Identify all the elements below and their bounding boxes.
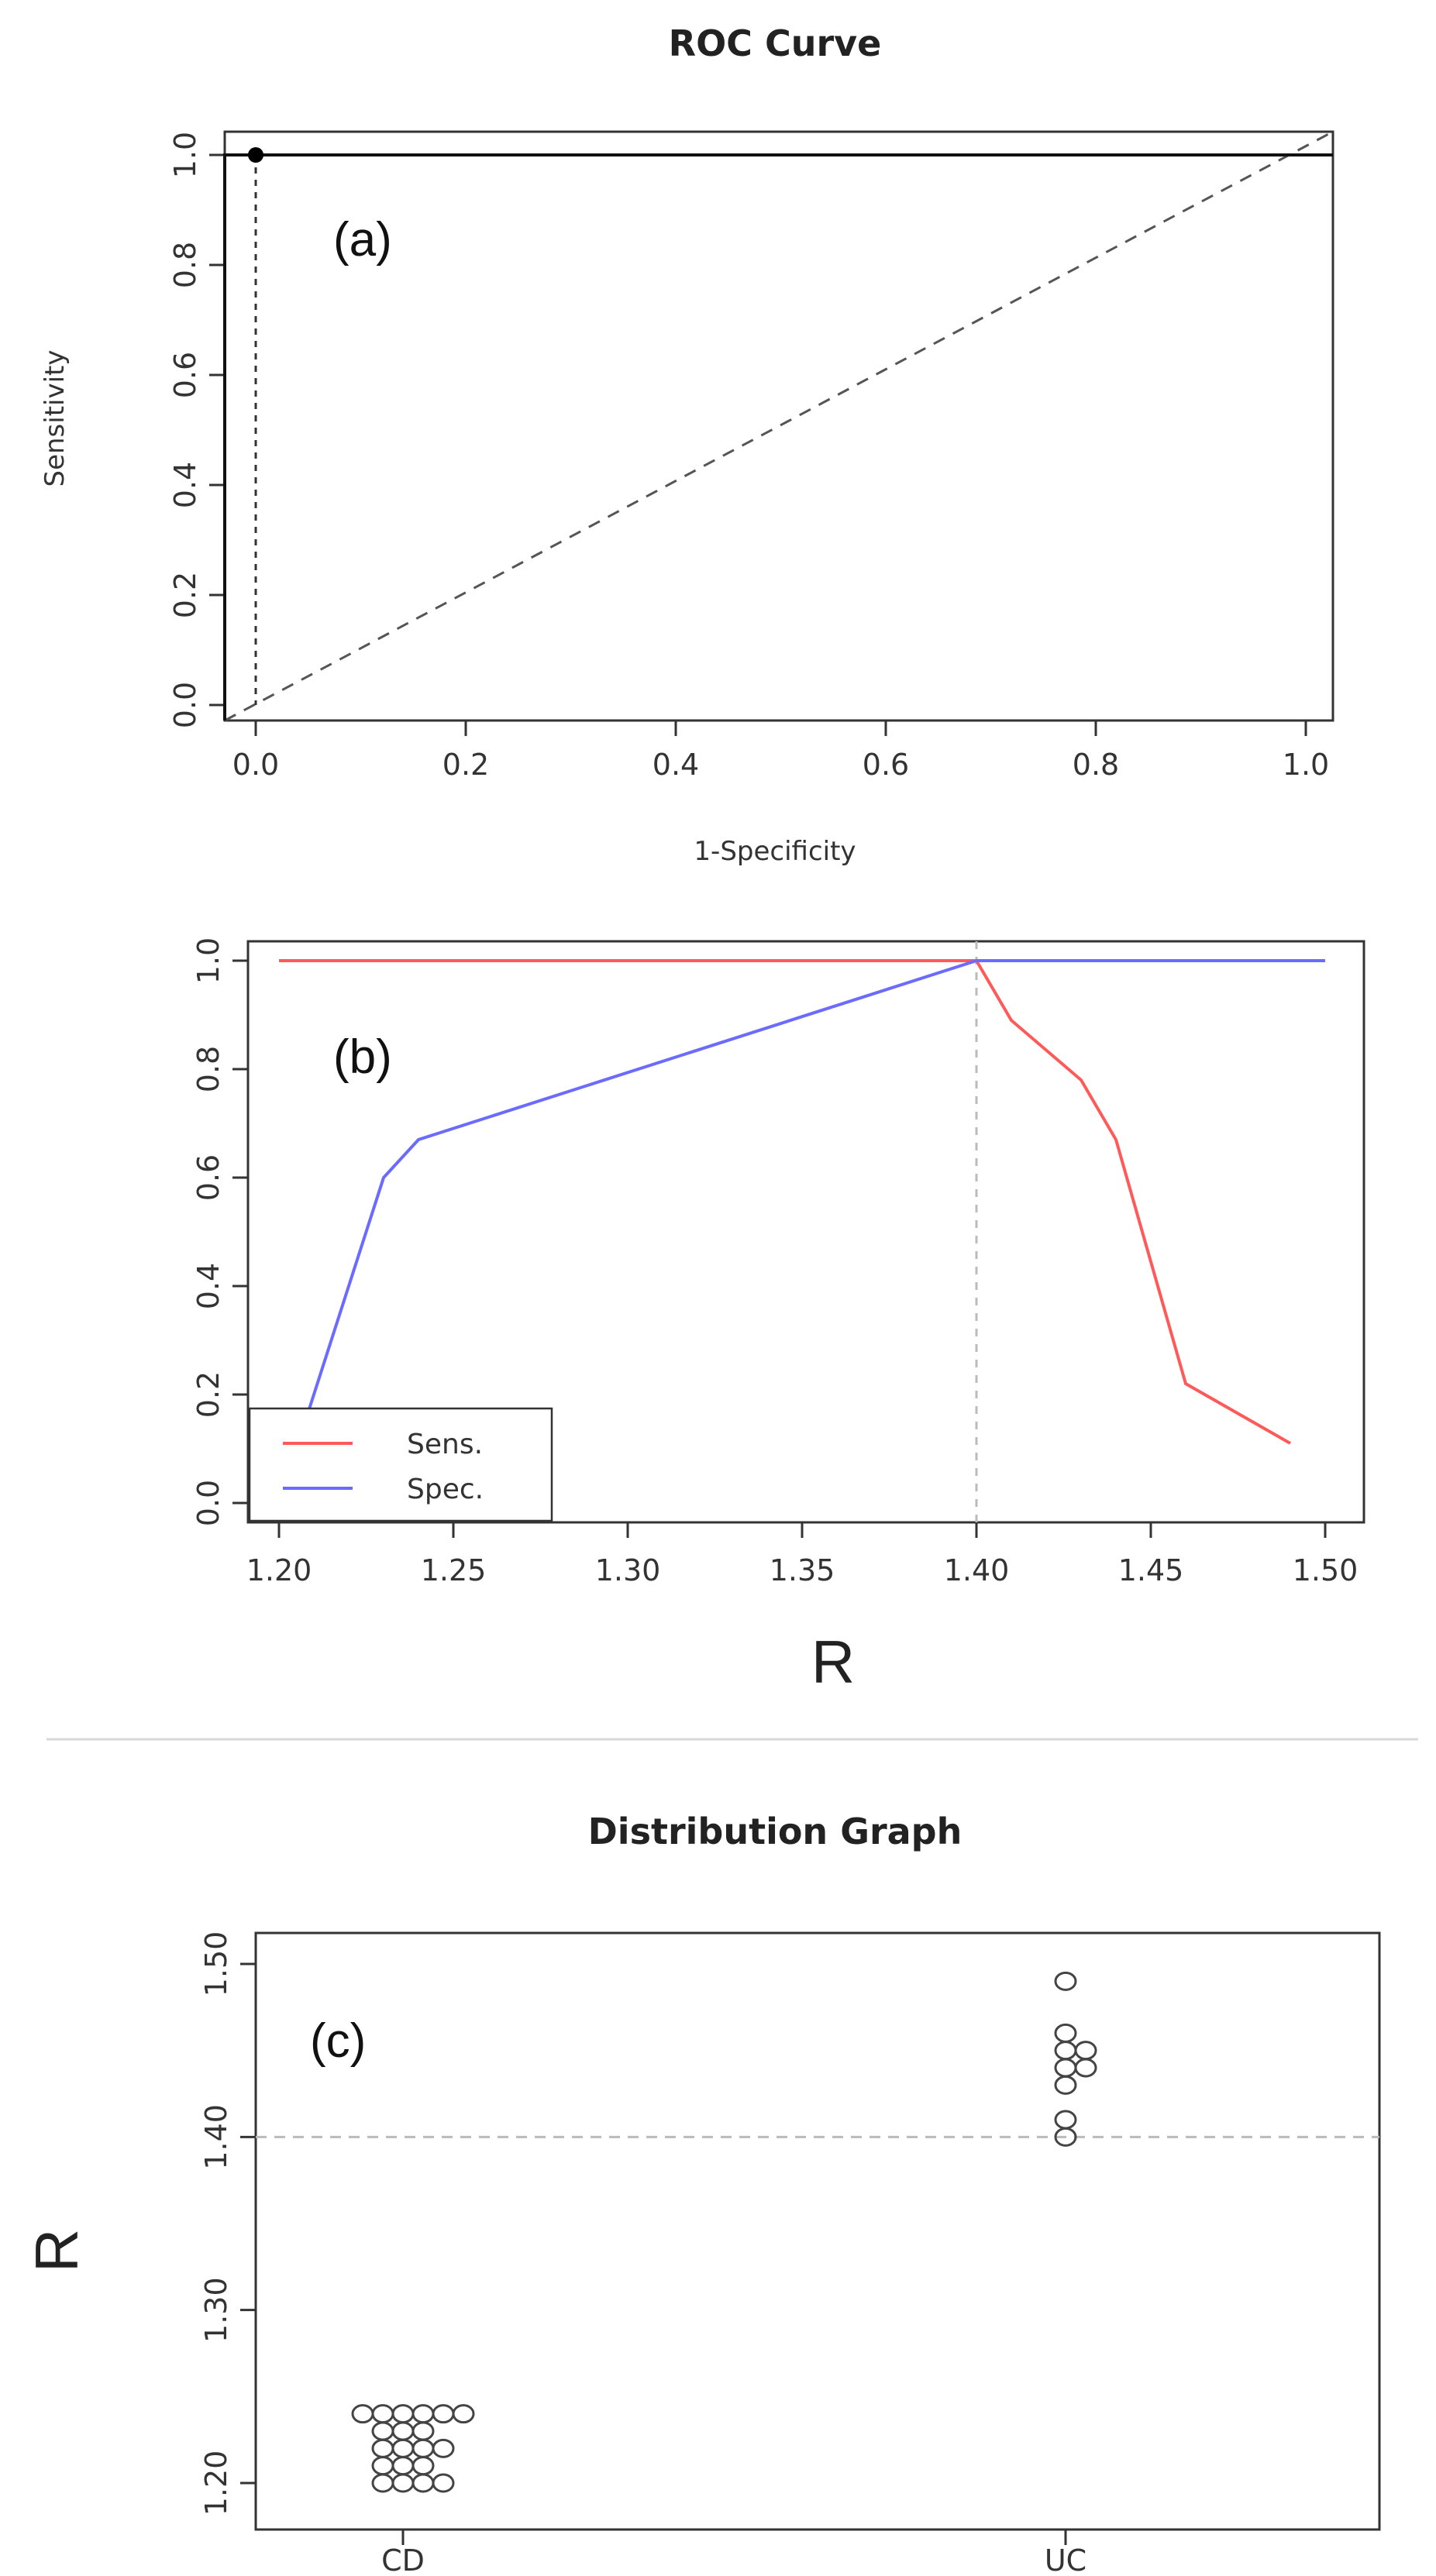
ss-y-tick-label: 0.2 xyxy=(191,1371,226,1418)
roc-y-tick-label: 0.0 xyxy=(168,682,202,728)
dist-point-cd xyxy=(412,2473,435,2493)
ss-x-tick-label: 1.25 xyxy=(421,1553,487,1587)
roc-y-tick-label: 1.0 xyxy=(168,132,202,178)
ss-x-tick-label: 1.30 xyxy=(595,1553,661,1587)
dist-point-cd xyxy=(391,2421,415,2441)
dist-point-cd xyxy=(371,2438,394,2458)
dist-plot-area xyxy=(256,1971,1379,2493)
ss-legend: Sens. Spec. xyxy=(248,1407,553,1522)
dist-x-tick-label: CD xyxy=(381,2543,425,2576)
dist-x-axis: CD UC xyxy=(381,2530,1086,2576)
dist-y-tick-label: 1.50 xyxy=(199,1931,233,1997)
dist-point-cd xyxy=(432,2438,455,2458)
ss-legend-label-spec: Spec. xyxy=(407,1474,484,1505)
dist-point-uc xyxy=(1054,2110,1077,2130)
ss-x-tick-label: 1.35 xyxy=(770,1553,835,1587)
dist-point-uc xyxy=(1054,2041,1077,2061)
dist-point-cd xyxy=(371,2421,394,2441)
ss-legend-box xyxy=(248,1407,553,1522)
dist-point-cd xyxy=(391,2473,415,2493)
roc-y-axis: 0.0 0.2 0.4 0.6 0.8 1.0 xyxy=(168,132,225,728)
dist-y-tick-label: 1.20 xyxy=(199,2450,233,2516)
dist-y-tick-label: 1.40 xyxy=(199,2104,233,2170)
roc-x-axis-label: 1-Specificity xyxy=(694,836,856,867)
dist-point-cd xyxy=(452,2404,475,2424)
ss-y-tick-label: 0.4 xyxy=(191,1263,226,1309)
dist-point-cd xyxy=(412,2456,435,2476)
roc-plot-area xyxy=(223,130,1334,722)
roc-y-tick-label: 0.4 xyxy=(168,462,202,508)
roc-y-tick-label: 0.8 xyxy=(168,242,202,288)
roc-reference-diagonal xyxy=(224,130,1334,722)
roc-x-tick-label: 0.0 xyxy=(232,748,279,782)
ss-y-tick-label: 1.0 xyxy=(191,937,226,984)
distribution-chart: Distribution Graph 1.20 1.30 1.40 1.50 CD UC… xyxy=(22,1811,1381,2576)
roc-chart: ROC Curve 0.0 0.2 0.4 0.6 0.8 1.0 0.00.20.40.… xyxy=(40,22,1334,867)
roc-x-tick-label: 0.6 xyxy=(863,748,909,782)
roc-panel-label: (a) xyxy=(333,213,392,267)
dist-point-uc xyxy=(1074,2058,1097,2078)
roc-x-tick-label: 0.4 xyxy=(653,748,699,782)
ss-y-tick-label: 0.0 xyxy=(191,1480,226,1526)
ss-y-axis: 0.0 0.2 0.4 0.6 0.8 1.0 xyxy=(191,937,248,1526)
ss-panel-label: (b) xyxy=(333,1030,392,1084)
roc-y-tick-label: 0.2 xyxy=(168,572,202,618)
dist-point-cd xyxy=(371,2404,394,2424)
roc-x-tick-label: 1.0 xyxy=(1283,748,1329,782)
ss-series-line-sens xyxy=(279,959,1291,1445)
dist-point-cd xyxy=(412,2421,435,2441)
roc-x-axis: 0.0 0.2 0.4 0.6 0.8 1.0 xyxy=(232,721,1329,782)
roc-x-tick-label: 0.8 xyxy=(1073,748,1119,782)
dist-point-cd xyxy=(412,2438,435,2458)
dist-plot-frame xyxy=(254,1931,1381,2531)
dist-point-cd xyxy=(391,2456,415,2476)
ss-plot-area xyxy=(277,941,1325,1522)
ss-x-axis-label: R xyxy=(811,1628,855,1696)
sens-spec-chart: 1.20 1.25 1.30 1.35 1.40 1.45 1.50 0.00.20.40.… xyxy=(191,937,1365,1696)
dist-point-uc xyxy=(1074,2041,1097,2061)
dist-y-axis: 1.20 1.30 1.40 1.50 xyxy=(199,1931,256,2516)
ss-x-tick-label: 1.40 xyxy=(944,1553,1010,1587)
ss-legend-label-sens: Sens. xyxy=(407,1429,483,1460)
dist-point-uc xyxy=(1054,2058,1077,2078)
ss-series-line-spec xyxy=(277,959,1325,1504)
roc-y-tick-label: 0.6 xyxy=(168,352,202,398)
ss-x-tick-label: 1.50 xyxy=(1293,1553,1359,1587)
dist-point-uc xyxy=(1054,1971,1077,1991)
roc-x-tick-label: 0.2 xyxy=(443,748,489,782)
dist-point-uc xyxy=(1054,2023,1077,2043)
ss-x-tick-label: 1.45 xyxy=(1118,1553,1184,1587)
roc-y-axis-label: Sensitivity xyxy=(40,349,71,487)
dist-y-tick-label: 1.30 xyxy=(199,2277,233,2343)
dist-point-cd xyxy=(432,2473,455,2493)
dist-title: Distribution Graph xyxy=(588,1811,962,1852)
ss-y-tick-label: 0.8 xyxy=(191,1046,226,1092)
roc-optimal-point xyxy=(248,147,263,163)
dist-point-cd xyxy=(412,2404,435,2424)
dist-point-cd xyxy=(371,2473,394,2493)
roc-title: ROC Curve xyxy=(669,22,882,64)
dist-y-axis-label: R xyxy=(22,2229,91,2272)
roc-curve-line xyxy=(223,153,1333,721)
ss-x-axis: 1.20 1.25 1.30 1.35 1.40 1.45 1.50 xyxy=(246,1522,1359,1587)
ss-x-tick-label: 1.20 xyxy=(246,1553,312,1587)
dist-point-uc xyxy=(1054,2127,1077,2147)
ss-y-tick-label: 0.6 xyxy=(191,1154,226,1201)
dist-point-cd xyxy=(371,2456,394,2476)
dist-panel-label: (c) xyxy=(310,2014,366,2068)
dist-point-cd xyxy=(391,2404,415,2424)
dist-point-cd xyxy=(391,2438,415,2458)
dist-x-tick-label: UC xyxy=(1045,2543,1086,2576)
dist-point-cd xyxy=(351,2404,374,2424)
dist-point-cd xyxy=(432,2404,455,2424)
dist-point-uc xyxy=(1054,2075,1077,2095)
ss-plot-frame xyxy=(246,940,1365,1524)
